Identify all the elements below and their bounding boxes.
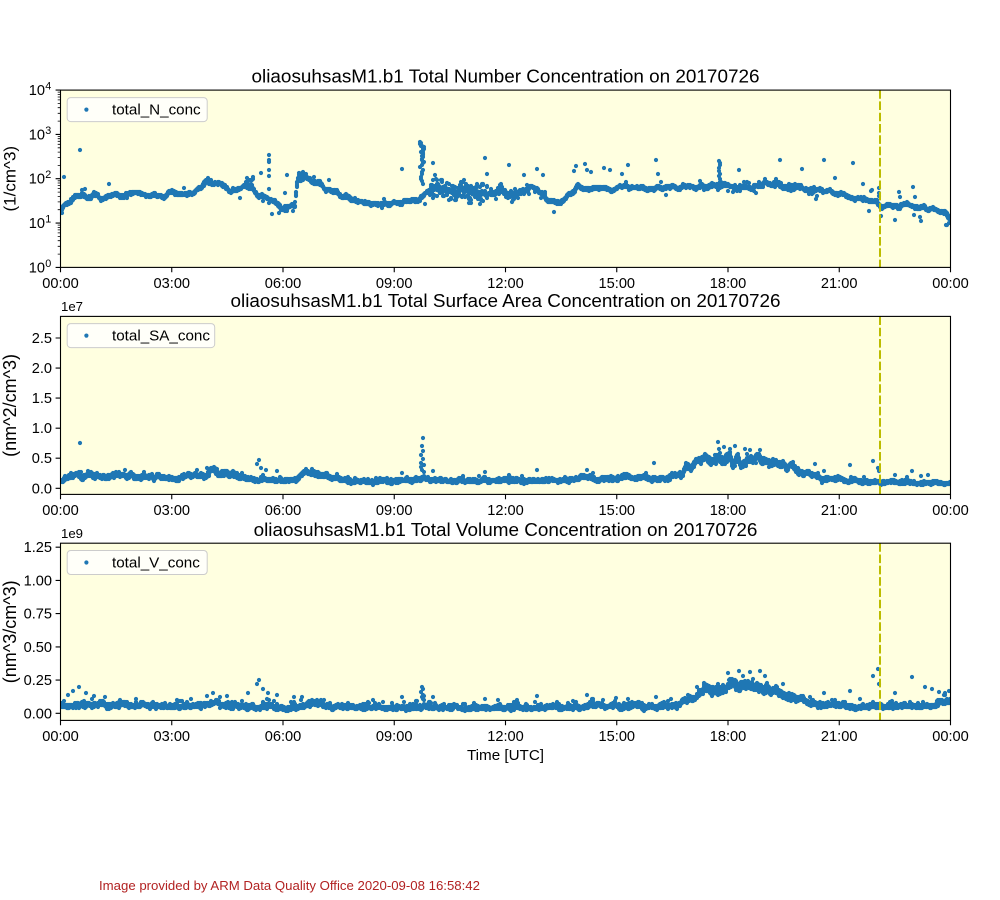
- svg-text:2: 2: [45, 169, 51, 181]
- svg-text:oliaosuhsasM1.b1 Total Surface: oliaosuhsasM1.b1 Total Surface Area Conc…: [231, 291, 781, 312]
- svg-text:00:00: 00:00: [932, 729, 969, 745]
- svg-text:2.0: 2.0: [32, 361, 52, 377]
- svg-text:18:00: 18:00: [710, 276, 747, 292]
- svg-text:10: 10: [29, 172, 45, 188]
- svg-text:0.5: 0.5: [32, 451, 52, 467]
- svg-text:18:00: 18:00: [710, 729, 747, 745]
- svg-text:12:00: 12:00: [487, 503, 524, 519]
- svg-text:10: 10: [29, 127, 45, 143]
- svg-text:total_N_conc: total_N_conc: [112, 102, 201, 119]
- svg-text:Image provided by ARM Data Qua: Image provided by ARM Data Quality Offic…: [99, 878, 480, 893]
- svg-text:15:00: 15:00: [599, 276, 636, 292]
- svg-text:15:00: 15:00: [599, 503, 636, 519]
- svg-text:1.0: 1.0: [32, 421, 52, 437]
- svg-text:Time [UTC]: Time [UTC]: [467, 747, 544, 764]
- svg-text:1.5: 1.5: [32, 391, 52, 407]
- svg-text:12:00: 12:00: [487, 276, 524, 292]
- svg-text:1e9: 1e9: [61, 526, 83, 541]
- svg-text:10: 10: [29, 216, 45, 232]
- svg-text:21:00: 21:00: [821, 276, 858, 292]
- svg-text:21:00: 21:00: [821, 729, 858, 745]
- svg-text:1.00: 1.00: [24, 573, 52, 589]
- svg-text:00:00: 00:00: [932, 276, 969, 292]
- svg-text:0.25: 0.25: [24, 673, 52, 689]
- svg-text:3: 3: [45, 125, 51, 137]
- svg-text:oliaosuhsasM1.b1 Total Volume: oliaosuhsasM1.b1 Total Volume Concentrat…: [254, 520, 758, 541]
- svg-text:1.25: 1.25: [24, 540, 52, 556]
- svg-text:0.00: 0.00: [24, 706, 52, 722]
- svg-text:(nm^3/cm^3): (nm^3/cm^3): [0, 580, 20, 683]
- svg-text:09:00: 09:00: [376, 276, 413, 292]
- svg-text:00:00: 00:00: [42, 276, 79, 292]
- svg-text:00:00: 00:00: [42, 503, 79, 519]
- svg-text:(nm^2/cm^3): (nm^2/cm^3): [0, 354, 20, 457]
- svg-text:12:00: 12:00: [487, 729, 524, 745]
- svg-text:total_V_conc: total_V_conc: [112, 555, 200, 572]
- svg-text:oliaosuhsasM1.b1 Total Number: oliaosuhsasM1.b1 Total Number Concentrat…: [252, 66, 760, 87]
- svg-text:03:00: 03:00: [154, 276, 191, 292]
- svg-text:4: 4: [45, 81, 51, 93]
- svg-text:06:00: 06:00: [265, 729, 302, 745]
- svg-text:15:00: 15:00: [599, 729, 636, 745]
- svg-text:00:00: 00:00: [42, 729, 79, 745]
- svg-text:0: 0: [45, 258, 51, 270]
- svg-text:09:00: 09:00: [376, 503, 413, 519]
- svg-text:18:00: 18:00: [710, 503, 747, 519]
- svg-text:0.75: 0.75: [24, 607, 52, 623]
- svg-text:0.50: 0.50: [24, 640, 52, 656]
- svg-text:1e7: 1e7: [61, 299, 83, 314]
- svg-text:06:00: 06:00: [265, 276, 302, 292]
- svg-text:2.5: 2.5: [32, 331, 52, 347]
- svg-text:21:00: 21:00: [821, 503, 858, 519]
- svg-text:10: 10: [29, 260, 45, 276]
- svg-text:00:00: 00:00: [932, 503, 969, 519]
- svg-text:1: 1: [45, 214, 51, 226]
- svg-text:0.0: 0.0: [32, 481, 52, 497]
- svg-text:10: 10: [29, 83, 45, 99]
- svg-text:09:00: 09:00: [376, 729, 413, 745]
- svg-text:(1/cm^3): (1/cm^3): [1, 146, 20, 212]
- svg-text:03:00: 03:00: [154, 729, 191, 745]
- svg-text:03:00: 03:00: [154, 503, 191, 519]
- svg-text:total_SA_conc: total_SA_conc: [112, 328, 210, 345]
- svg-text:06:00: 06:00: [265, 503, 302, 519]
